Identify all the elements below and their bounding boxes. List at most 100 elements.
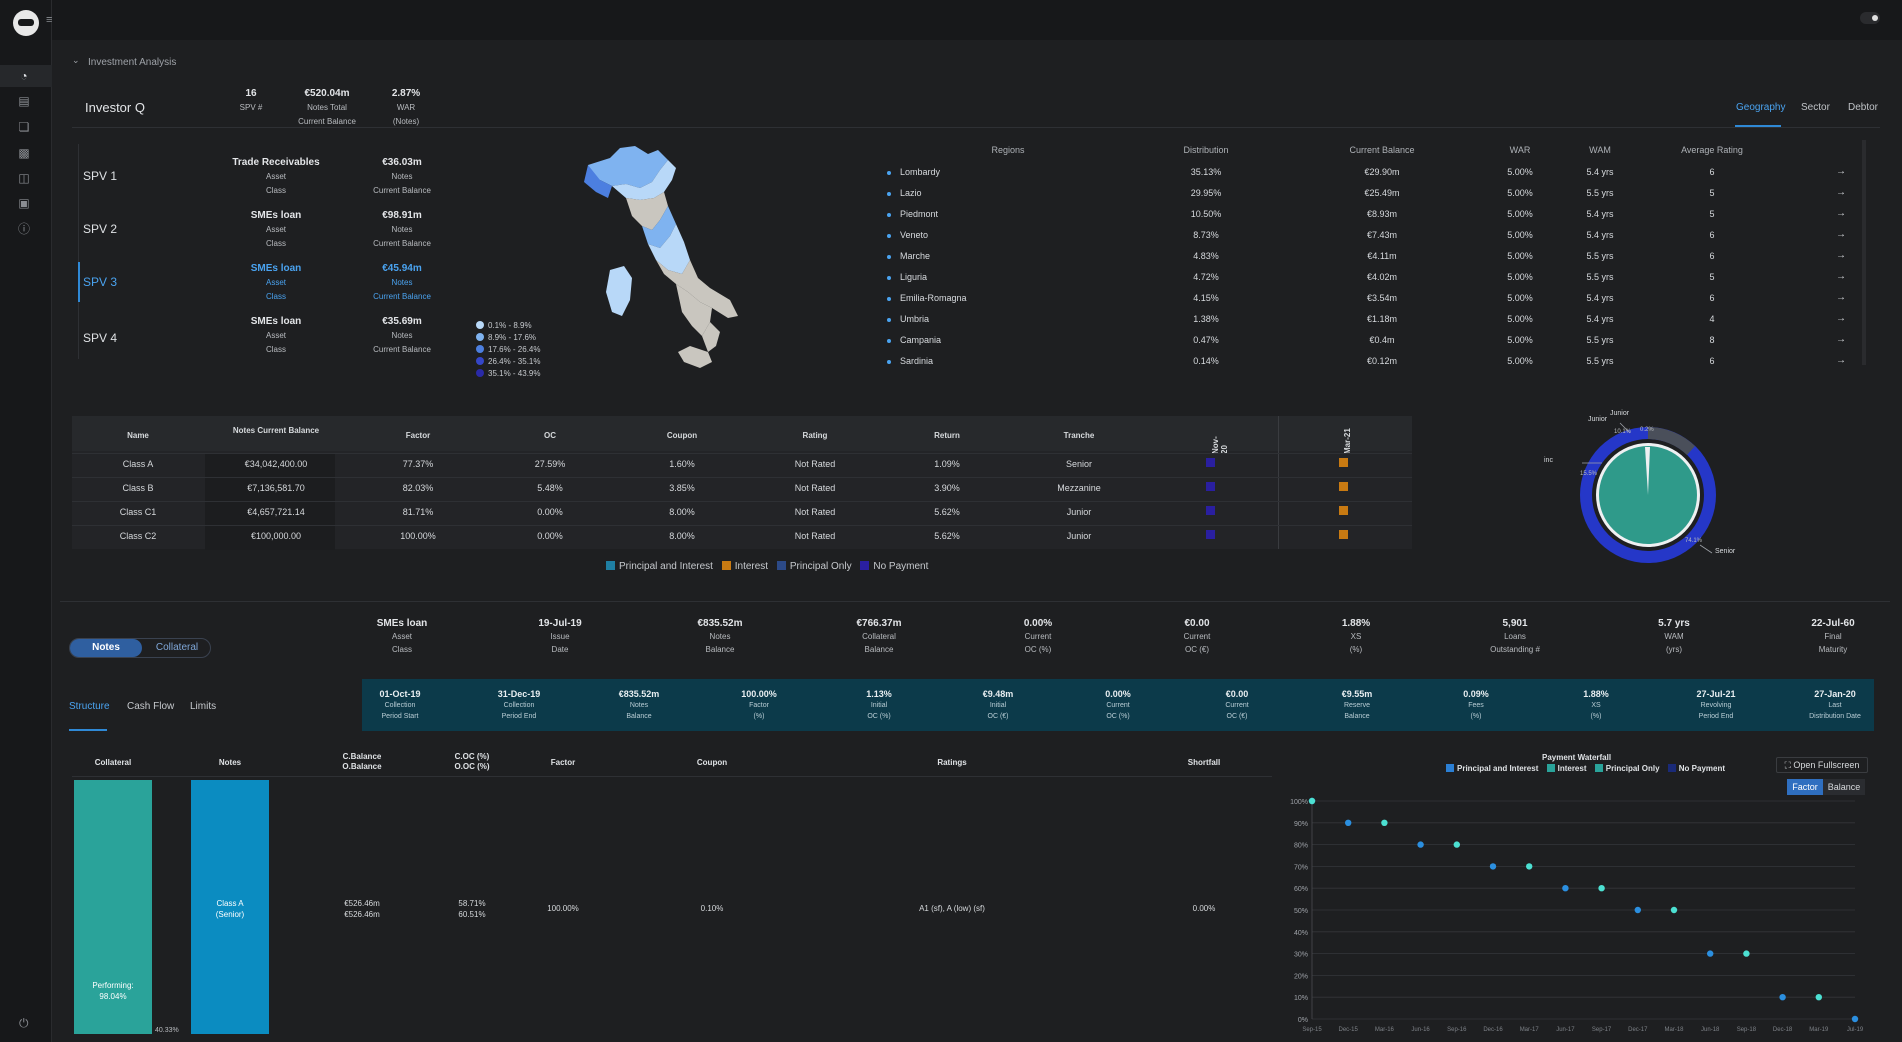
table-cell[interactable]: Class B (122, 483, 154, 493)
tab-cash-flow[interactable]: Cash Flow (127, 701, 175, 712)
arrow-right-icon[interactable]: → (1836, 292, 1846, 303)
data-point[interactable] (1707, 950, 1714, 957)
spv-item-name-active[interactable]: SPV 3 (83, 275, 118, 289)
region-name[interactable]: Umbria (900, 314, 930, 324)
data-point[interactable] (1815, 994, 1822, 1001)
donut-pct: 15.5% (1580, 471, 1598, 477)
table-cell: 0.00% (537, 531, 563, 541)
region-name[interactable]: Lazio (900, 188, 922, 198)
data-point[interactable] (1634, 906, 1641, 914)
data-point[interactable] (1779, 994, 1786, 1001)
section-title: Investment Analysis (88, 57, 177, 68)
power-icon[interactable]: ⏻ (19, 1016, 29, 1030)
spv-value: €45.94m Notes Current Balance (373, 263, 431, 301)
region-name[interactable]: Campania (900, 335, 942, 345)
region-cell: €29.90m (1364, 167, 1400, 177)
collapse-chevron-icon[interactable]: ⌄ (72, 55, 80, 65)
tab-limits[interactable]: Limits (190, 701, 217, 712)
waterfall-chart[interactable]: 0% 10% 20% 30% 40% 50% 60% 70% 80% 90% 100% Sep-15 D… (1270, 795, 1870, 1037)
folder-icon[interactable]: ◫ (18, 171, 30, 185)
balance-button[interactable]: Balance (1823, 779, 1865, 795)
toggle-notes[interactable]: Notes (70, 639, 142, 657)
region-cell: 5.4 yrs (1586, 167, 1614, 177)
spv-item-name[interactable]: SPV 4 (83, 331, 118, 345)
region-cell: 5.4 yrs (1586, 209, 1614, 219)
tranche-donut[interactable]: Junior Junior Senior inc 74.1% 15.5% 10.… (1540, 405, 1760, 580)
region-name[interactable]: Marche (900, 251, 931, 261)
tab-sector[interactable]: Sector (1801, 102, 1830, 113)
region-name[interactable]: Veneto (900, 230, 929, 240)
data-point[interactable] (1670, 906, 1678, 914)
investor-name: Investor Q (85, 100, 145, 115)
sidebar: ≡ ◔ ▤ ❏ ▩ ◫ ▣ ⓘ ⏻ (0, 0, 52, 1042)
table-cell: Not Rated (794, 507, 836, 517)
period-stat: €9.48m Initial OC (€) (982, 689, 1014, 720)
dashboard-icon[interactable]: ◔ (20, 69, 28, 83)
spv-item-name[interactable]: SPV 2 (83, 222, 118, 236)
arrow-right-icon[interactable]: → (1836, 208, 1846, 219)
y-tick-label: 40% (1294, 930, 1308, 937)
data-point[interactable] (1417, 841, 1424, 848)
table-cell: 3.90% (934, 483, 960, 493)
arrow-right-icon[interactable]: → (1836, 313, 1846, 324)
table-cell[interactable]: Class C1 (119, 507, 157, 517)
arrow-right-icon[interactable]: → (1836, 250, 1846, 261)
data-point[interactable] (1308, 797, 1316, 805)
col-header: Factor (550, 758, 576, 767)
scrollbar[interactable] (1862, 140, 1866, 365)
table-cell[interactable]: Class A (122, 459, 154, 469)
region-name[interactable]: Emilia-Romagna (900, 293, 967, 303)
table-cell: 3.85% (669, 483, 695, 493)
arrow-right-icon[interactable]: → (1836, 166, 1846, 177)
help-icon[interactable]: ⓘ (17, 222, 30, 236)
region-cell: 6 (1709, 293, 1715, 303)
arrow-right-icon[interactable]: → (1836, 229, 1846, 240)
arrow-right-icon[interactable]: → (1836, 271, 1846, 282)
summary-stat: 0.00% Current OC (%) (1023, 618, 1053, 654)
chart-icon[interactable]: ▩ (18, 146, 30, 160)
tab-geography[interactable]: Geography (1736, 102, 1786, 113)
region-name[interactable]: Liguria (900, 272, 928, 282)
factor-button[interactable]: Factor (1787, 779, 1823, 795)
region-name[interactable]: Sardinia (900, 356, 934, 366)
table-cell[interactable]: Class C2 (119, 531, 157, 541)
data-point[interactable] (1743, 950, 1750, 957)
arrow-right-icon[interactable]: → (1836, 334, 1846, 345)
note-bar-class-a[interactable]: Class A (Senior) (191, 780, 269, 1034)
region-name[interactable]: Lombardy (900, 167, 941, 177)
data-point[interactable] (1345, 819, 1352, 826)
app-logo[interactable] (13, 10, 39, 36)
arrow-right-icon[interactable]: → (1836, 187, 1846, 198)
data-point[interactable] (1851, 1015, 1859, 1023)
presentation-icon[interactable]: ▣ (18, 196, 30, 210)
collateral-bar[interactable]: Performing: 98.04% (74, 780, 152, 1034)
spv-item-name[interactable]: SPV 1 (83, 169, 118, 183)
data-point[interactable] (1562, 885, 1569, 892)
copy-icon[interactable]: ❏ (18, 120, 30, 134)
map-legend-item: 17.6% - 26.4% (476, 345, 540, 354)
data-point[interactable] (1489, 863, 1497, 870)
theme-toggle[interactable] (1860, 12, 1880, 24)
menu-icon[interactable]: ≡ (46, 14, 53, 26)
italy-map[interactable] (560, 140, 780, 385)
toggle-collateral[interactable]: Collateral (155, 642, 199, 653)
open-fullscreen-button[interactable]: ⛶ Open Fullscreen (1776, 757, 1868, 773)
data-point[interactable] (1381, 819, 1388, 826)
region-cell: 5.5 yrs (1586, 272, 1614, 282)
region-bullet (887, 360, 891, 364)
region-cell: €7.43m (1366, 230, 1398, 240)
table-cell: Mezzanine (1057, 483, 1101, 493)
data-point[interactable] (1598, 885, 1605, 892)
data-point[interactable] (1453, 841, 1460, 848)
notes-collateral-toggle[interactable]: Notes Collateral (69, 638, 211, 658)
notes-legend: Principal and Interest Interest Principa… (600, 561, 928, 572)
period-stat: 1.88% XS (%) (1583, 689, 1609, 720)
arrow-right-icon[interactable]: → (1836, 355, 1846, 366)
tab-structure[interactable]: Structure (69, 701, 110, 712)
document-icon[interactable]: ▤ (18, 94, 30, 108)
data-point[interactable] (1526, 863, 1533, 870)
tab-debtor[interactable]: Debtor (1848, 102, 1879, 113)
col-header: Distribution (1183, 145, 1229, 155)
region-name[interactable]: Piedmont (900, 209, 939, 219)
table-cell: 5.62% (934, 507, 960, 517)
